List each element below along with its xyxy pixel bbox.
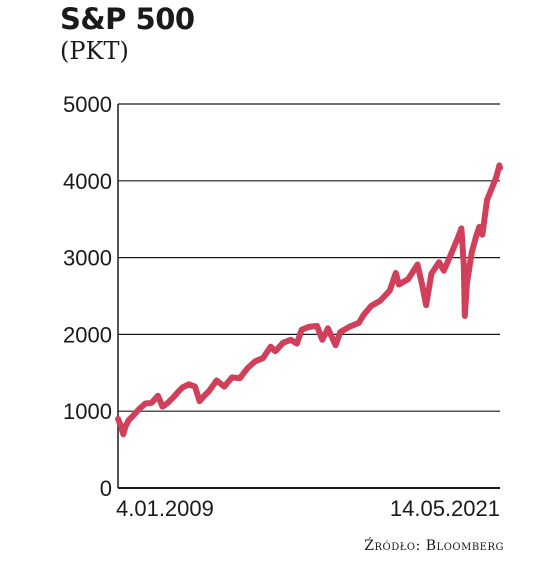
- source-note: Źródło: Bloomberg: [364, 538, 504, 554]
- y-tick-label: 2000: [63, 322, 112, 347]
- chart-unit: (PKT): [60, 37, 129, 65]
- grid-lines: [118, 103, 500, 489]
- y-tick-label: 0: [100, 476, 112, 501]
- x-axis-ticks: 4.01.2009 14.05.2021: [116, 496, 500, 521]
- y-axis-ticks: 0 1000 2000 3000 4000 5000: [63, 92, 112, 501]
- y-tick-label: 4000: [63, 169, 112, 194]
- y-tick-label: 1000: [63, 399, 112, 424]
- y-tick-label: 5000: [63, 92, 112, 117]
- series-group: [115, 162, 503, 438]
- chart-title: S&P 500: [60, 2, 195, 36]
- x-tick-label: 4.01.2009: [116, 496, 214, 521]
- x-tick-label: 14.05.2021: [390, 496, 500, 521]
- y-tick-label: 3000: [63, 246, 112, 271]
- series-line-0: [115, 162, 503, 438]
